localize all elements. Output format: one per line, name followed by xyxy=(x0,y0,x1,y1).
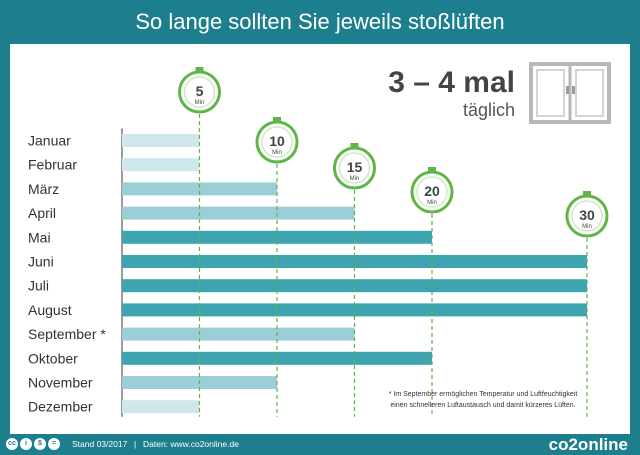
footer-source: Daten: www.co2online.de xyxy=(143,439,239,449)
timer-unit: Min xyxy=(582,224,592,230)
category-label: März xyxy=(28,181,59,197)
footer-separator: | xyxy=(134,439,137,449)
category-label: Juni xyxy=(28,254,54,270)
footer-stand: Stand 03/2017 xyxy=(72,439,128,449)
timer-value: 10 xyxy=(269,133,285,149)
category-label: April xyxy=(28,205,56,221)
category-label: August xyxy=(28,302,72,318)
bar xyxy=(122,134,200,147)
category-label: Dezember xyxy=(28,399,93,415)
category-label: Oktober xyxy=(28,350,78,366)
bar xyxy=(122,158,200,172)
frequency-unit: täglich xyxy=(463,100,515,120)
frequency-count: 3 – 4 mal xyxy=(388,66,515,99)
category-label: September * xyxy=(28,326,106,342)
timer-unit: Min xyxy=(350,176,360,182)
chart-panel: Januar Februar März April Mai Juni Juli August S… xyxy=(10,44,630,434)
bar xyxy=(122,400,200,414)
footnote-line-1: * Im September ermöglichen Temperatur un… xyxy=(389,391,578,398)
window-icon xyxy=(529,62,611,124)
timer-value: 30 xyxy=(579,207,595,223)
bar xyxy=(122,279,587,293)
bar xyxy=(122,182,277,196)
category-label: Juli xyxy=(28,278,49,294)
bar xyxy=(122,327,355,341)
brand-logo: co2online xyxy=(548,435,628,454)
category-label: Februar xyxy=(28,157,77,173)
timer-value: 20 xyxy=(424,183,440,199)
page-title: So lange sollten Sie jeweils stoßlüften xyxy=(135,9,505,34)
footnote: * Im September ermöglichen Temperatur un… xyxy=(389,391,578,409)
frequency-block: 3 – 4 mal täglich xyxy=(388,66,515,120)
category-label: Mai xyxy=(28,229,51,245)
bar xyxy=(122,206,355,220)
timer-value: 5 xyxy=(196,83,204,99)
bar-chart: Januar Februar März April Mai Juni Juli August S… xyxy=(28,62,611,417)
footer: cc i $ = Stand 03/2017 | Daten: www.co2o… xyxy=(0,434,640,455)
noncommercial-icon: $ xyxy=(34,438,46,450)
noderivs-icon: = xyxy=(48,438,60,450)
footnote-line-2: einen schnelleren Luftaustausch und dami… xyxy=(390,402,575,409)
timer-unit: Min xyxy=(272,150,282,156)
timer-value: 15 xyxy=(347,159,363,175)
cc-icon: cc xyxy=(6,438,18,450)
attribution-icon: i xyxy=(20,438,32,450)
category-label: November xyxy=(28,375,93,391)
timer-unit: Min xyxy=(195,100,205,106)
timer-unit: Min xyxy=(427,200,437,206)
category-label: Januar xyxy=(28,133,71,149)
license-icons: cc i $ = xyxy=(6,438,60,451)
